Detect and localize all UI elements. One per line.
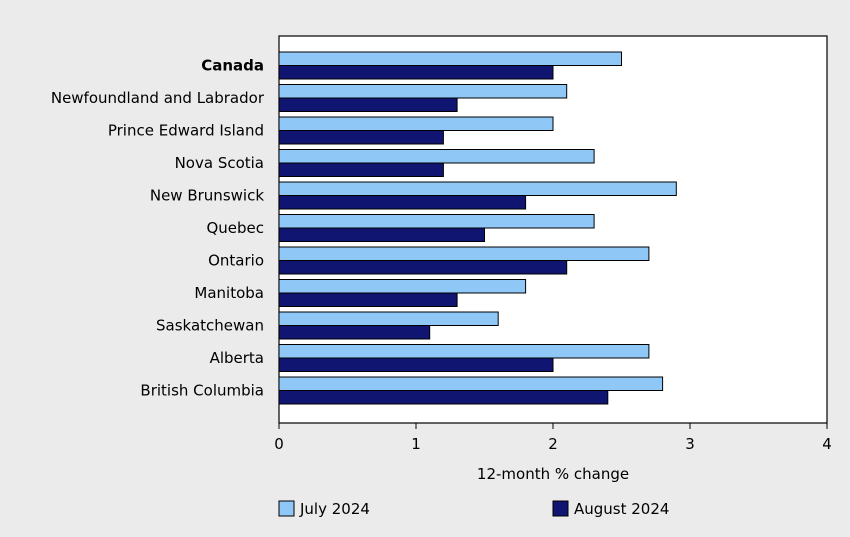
bar-new-brunswick-august-2024 — [278, 195, 527, 210]
category-label-nova-scotia: Nova Scotia — [175, 154, 264, 172]
bar-alberta-august-2024 — [278, 357, 554, 372]
bars-layer — [278, 51, 677, 405]
category-label-canada: Canada — [201, 57, 264, 75]
bar-newfoundland-and-labrador-july-2024 — [278, 84, 568, 99]
legend-label-august-2024: August 2024 — [574, 500, 669, 518]
bar-british-columbia-july-2024 — [278, 376, 664, 391]
x-axis-title: 12-month % change — [477, 465, 629, 483]
legend: July 2024 August 2024 — [278, 500, 669, 518]
bar-ontario-july-2024 — [278, 246, 650, 261]
x-tick-label-0: 0 — [274, 435, 284, 453]
bar-nova-scotia-july-2024 — [278, 149, 595, 164]
bar-saskatchewan-august-2024 — [278, 325, 431, 340]
bar-manitoba-august-2024 — [278, 292, 458, 307]
legend-label-july-2024: July 2024 — [299, 500, 370, 518]
bar-quebec-july-2024 — [278, 214, 595, 229]
bar-british-columbia-august-2024 — [278, 390, 609, 405]
bar-saskatchewan-july-2024 — [278, 311, 499, 326]
x-tick-label-3: 3 — [685, 435, 695, 453]
category-label-british-columbia: British Columbia — [140, 382, 264, 400]
category-label-alberta: Alberta — [210, 349, 264, 367]
bar-quebec-august-2024 — [278, 227, 485, 242]
bar-nova-scotia-august-2024 — [278, 162, 444, 177]
bar-newfoundland-and-labrador-august-2024 — [278, 97, 458, 112]
x-tick-label-1: 1 — [411, 435, 421, 453]
bar-canada-july-2024 — [278, 51, 622, 66]
x-tick-label-4: 4 — [822, 435, 832, 453]
category-label-saskatchewan: Saskatchewan — [156, 317, 264, 335]
legend-swatch-august-2024 — [552, 500, 569, 517]
category-labels: Canada Newfoundland and Labrador Prince Ed… — [51, 57, 265, 400]
x-axis-ticks: 0 1 2 3 4 — [274, 423, 832, 453]
bar-prince-edward-island-august-2024 — [278, 130, 444, 145]
bar-canada-august-2024 — [278, 65, 554, 80]
bar-ontario-august-2024 — [278, 260, 568, 275]
category-label-manitoba: Manitoba — [194, 284, 264, 302]
category-label-new-brunswick: New Brunswick — [150, 187, 264, 205]
x-tick-label-2: 2 — [548, 435, 558, 453]
category-label-ontario: Ontario — [208, 252, 264, 270]
legend-swatch-july-2024 — [278, 500, 295, 517]
category-label-quebec: Quebec — [206, 219, 264, 237]
bar-new-brunswick-july-2024 — [278, 181, 677, 196]
category-label-prince-edward-island: Prince Edward Island — [108, 122, 264, 140]
category-label-newfoundland-and-labrador: Newfoundland and Labrador — [51, 89, 265, 107]
bar-prince-edward-island-july-2024 — [278, 116, 554, 131]
bar-alberta-july-2024 — [278, 344, 650, 359]
bar-manitoba-july-2024 — [278, 279, 527, 294]
